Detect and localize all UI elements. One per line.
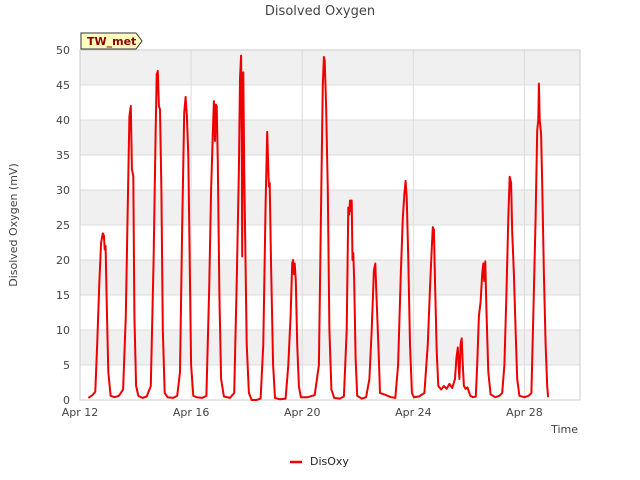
y-tick-label: 20 xyxy=(56,254,70,267)
y-tick-label: 30 xyxy=(56,184,70,197)
legend-label-disoxy: DisOxy xyxy=(310,455,349,468)
y-tick-label: 40 xyxy=(56,114,70,127)
y-axis-label: Disolved Oxygen (mV) xyxy=(7,163,20,287)
chart-title: Disolved Oxygen xyxy=(265,4,375,19)
plot-frame xyxy=(79,49,581,401)
background-band xyxy=(80,260,580,295)
x-axis-ticks: Apr 12 Apr 16 Apr 20 Apr 24 Apr 28 xyxy=(62,406,543,419)
y-axis-ticks: 0 5 10 15 20 25 30 35 40 45 50 xyxy=(56,44,70,407)
x-tick-label: Apr 28 xyxy=(506,406,543,419)
legend: DisOxy xyxy=(290,455,349,468)
y-tick-label: 50 xyxy=(56,44,70,57)
series-layer xyxy=(87,54,550,401)
x-tick-label: Apr 24 xyxy=(395,406,432,419)
site-tag-box xyxy=(80,32,143,50)
x-tick-label: Apr 12 xyxy=(62,406,99,419)
y-tick-label: 15 xyxy=(56,289,70,302)
y-tick-label: 0 xyxy=(63,394,70,407)
y-tick-label: 10 xyxy=(56,324,70,337)
x-tick-label: Apr 16 xyxy=(173,406,210,419)
y-tick-label: 25 xyxy=(56,219,70,232)
y-tick-label: 5 xyxy=(63,359,70,372)
background-band xyxy=(80,120,580,155)
background-band xyxy=(80,50,580,85)
series-line-disoxy xyxy=(87,54,550,401)
y-tick-label: 45 xyxy=(56,79,70,92)
x-axis-label: Time xyxy=(550,423,578,436)
x-tick-label: Apr 20 xyxy=(284,406,321,419)
site-tag-label: TW_met xyxy=(87,35,136,48)
plot-background-bands xyxy=(80,50,580,365)
site-tag: TW_met xyxy=(80,32,143,50)
y-tick-label: 35 xyxy=(56,149,70,162)
background-band xyxy=(80,190,580,225)
